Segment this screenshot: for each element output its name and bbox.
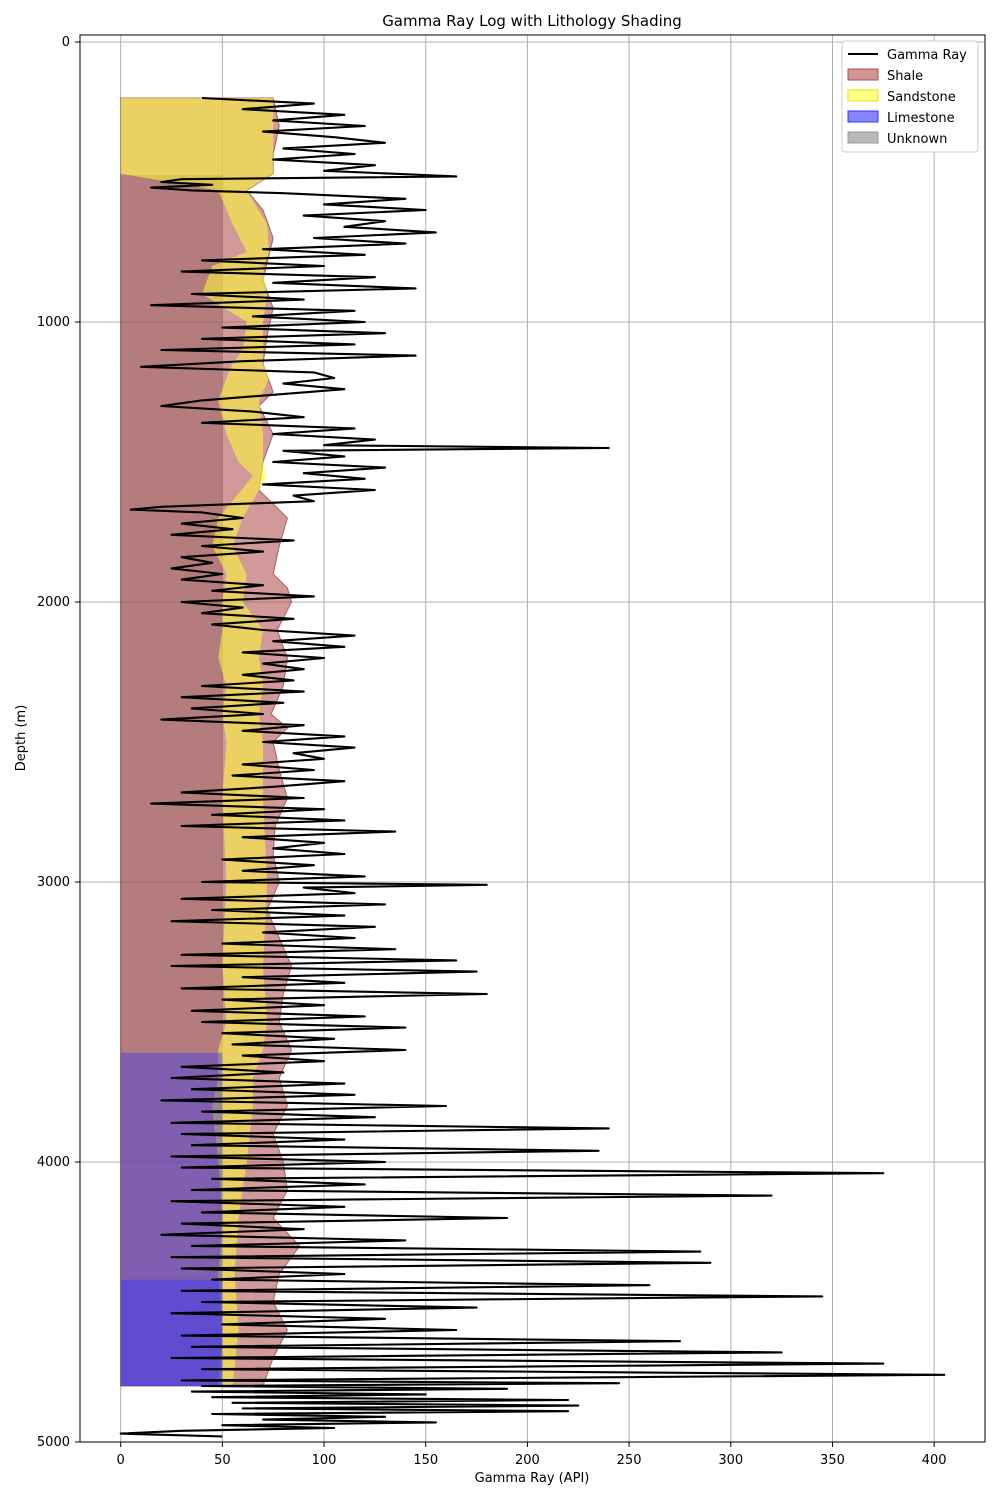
- x-tick-label-5: 250: [617, 1453, 642, 1468]
- legend-sandstone-swatch: [847, 89, 879, 102]
- legend-shale-swatch: [847, 68, 879, 81]
- chart-title: Gamma Ray Log with Lithology Shading: [382, 12, 682, 30]
- x-tick-label-7: 350: [820, 1453, 845, 1468]
- x-axis: 0 50 100 150 200 250 300 350 400: [117, 1442, 947, 1468]
- legend-shale-label: Shale: [887, 69, 923, 84]
- x-tick-label-0: 0: [117, 1453, 125, 1468]
- legend-unknown-label: Unknown: [887, 132, 947, 147]
- y-axis: 0 1000 2000 3000 4000 5000: [37, 35, 80, 1450]
- y-tick-label-5: 5000: [37, 1435, 70, 1450]
- gamma-ray-line: [119, 96, 946, 1438]
- y-tick-label-0: 0: [62, 35, 70, 50]
- x-tick-label-3: 150: [413, 1453, 438, 1468]
- legend-limestone-swatch: [847, 110, 879, 123]
- y-tick-label-4: 4000: [37, 1155, 70, 1170]
- y-axis-label: Depth (m): [14, 705, 29, 772]
- grid: [80, 35, 985, 1443]
- legend-gamma-ray-label: Gamma Ray: [887, 48, 967, 63]
- y-tick-label-1: 1000: [37, 315, 70, 330]
- plot-area: [79, 34, 986, 1443]
- x-tick-label-6: 300: [718, 1453, 743, 1468]
- x-tick-label-8: 400: [922, 1453, 947, 1468]
- legend-limestone-label: Limestone: [887, 111, 955, 126]
- legend-sandstone-label: Sandstone: [887, 90, 956, 105]
- x-tick-label-1: 50: [214, 1453, 231, 1468]
- gamma-ray-series: [119, 96, 946, 1438]
- x-tick-label-2: 100: [312, 1453, 337, 1468]
- legend: Gamma Ray Shale Sandstone Limestone Unkn…: [841, 40, 979, 153]
- y-tick-label-3: 3000: [37, 875, 70, 890]
- x-tick-label-4: 200: [515, 1453, 540, 1468]
- legend-unknown-swatch: [847, 131, 879, 144]
- y-tick-label-2: 2000: [37, 595, 70, 610]
- x-axis-label: Gamma Ray (API): [475, 1471, 590, 1486]
